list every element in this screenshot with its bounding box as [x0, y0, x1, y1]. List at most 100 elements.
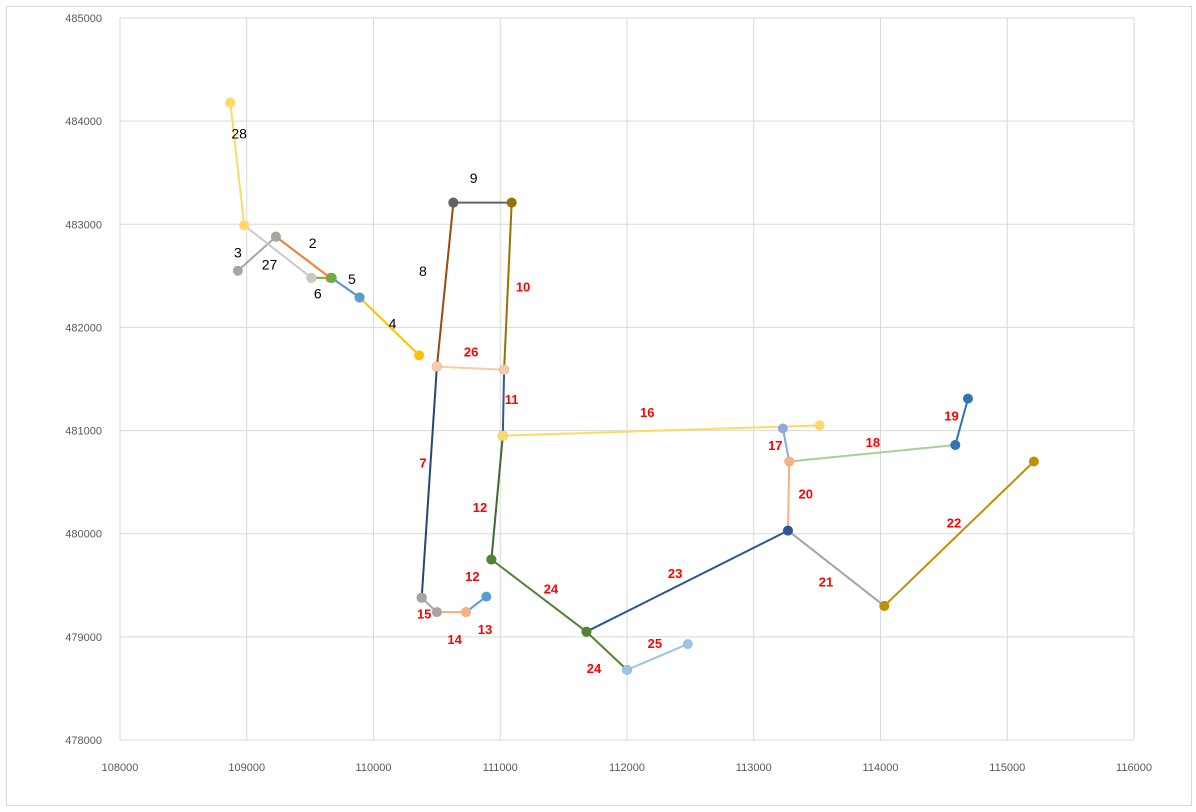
axis-tick-labels: 108000 109000 110000 111000 112000 113000 1140… [65, 13, 1152, 774]
segment-label: 5 [348, 271, 356, 287]
gridlines [119, 17, 1135, 741]
segment-label: 23 [668, 566, 682, 581]
x-tick-label: 116000 [1116, 762, 1152, 774]
series-line [229, 102, 246, 226]
chart-frame [6, 6, 1192, 806]
segment-label: 6 [314, 286, 322, 302]
series-line [883, 460, 1035, 607]
series-line [585, 529, 789, 633]
segment-label: 13 [478, 622, 492, 637]
segment-label: 2 [309, 235, 317, 251]
segment-label: 20 [798, 487, 812, 502]
data-point [682, 639, 693, 650]
data-point [497, 430, 508, 441]
y-tick-label: 479000 [65, 632, 102, 644]
data-point [461, 607, 472, 618]
data-point [270, 231, 281, 242]
segment-label: 10 [516, 279, 530, 294]
data-point [499, 364, 510, 375]
segment-label: 12 [473, 500, 487, 515]
data-point [777, 423, 788, 434]
series-line [420, 366, 438, 598]
series-line [237, 235, 277, 272]
segment-label: 18 [866, 435, 880, 450]
data-point [879, 600, 890, 611]
segment-label: 7 [419, 456, 426, 471]
series-line [436, 365, 505, 371]
series-line [787, 529, 885, 607]
series-line [435, 202, 455, 367]
series-line [490, 435, 504, 560]
segment-label: 17 [768, 438, 782, 453]
data-point [506, 197, 517, 208]
y-tick-label: 480000 [65, 529, 102, 541]
segment-label: 24 [587, 661, 602, 676]
x-tick-label: 108000 [102, 762, 139, 774]
data-point [431, 607, 442, 618]
series-line [626, 643, 689, 671]
y-tick-label: 482000 [65, 322, 102, 334]
data-point [814, 420, 825, 431]
y-tick-label: 484000 [65, 116, 102, 128]
data-point [225, 97, 236, 108]
x-tick-label: 109000 [228, 762, 265, 774]
segment-label: 24 [544, 582, 559, 597]
data-point [784, 456, 795, 467]
data-point [416, 592, 427, 603]
segment-label: 9 [470, 170, 478, 186]
segment-label: 27 [262, 257, 278, 273]
segment-label: 12 [465, 569, 479, 584]
segment-label: 19 [944, 408, 958, 423]
series-line [502, 424, 820, 437]
series-line [787, 461, 791, 531]
data-point [481, 591, 492, 602]
data-point [326, 272, 337, 283]
data-point [486, 554, 497, 565]
segment-label: 14 [447, 632, 462, 647]
series-line [275, 235, 332, 279]
x-tick-label: 112000 [609, 762, 645, 774]
data-point [354, 292, 365, 303]
segment-label: 22 [947, 516, 961, 531]
data-point [581, 626, 592, 637]
y-tick-label: 485000 [65, 13, 102, 25]
x-tick-label: 111000 [483, 762, 518, 774]
segment-label: 11 [505, 392, 519, 407]
segment-label: 16 [640, 405, 654, 420]
x-tick-label: 114000 [863, 762, 899, 774]
data-point [448, 197, 459, 208]
series-line [503, 202, 513, 370]
x-tick-label: 110000 [356, 762, 392, 774]
x-tick-label: 113000 [736, 762, 772, 774]
segment-label: 3 [234, 244, 242, 260]
series-line [358, 296, 420, 357]
segment-label: 4 [389, 315, 397, 331]
series-line [501, 369, 506, 436]
y-tick-label: 483000 [65, 219, 102, 231]
data-point [782, 525, 793, 536]
series-line [490, 558, 628, 671]
data-series [225, 97, 1039, 675]
series-line [954, 398, 969, 446]
data-point [1028, 456, 1039, 467]
segment-label: 26 [464, 344, 478, 359]
segment-label: 8 [419, 263, 427, 279]
series-line [789, 444, 956, 463]
data-point [239, 220, 250, 231]
y-tick-label: 478000 [65, 735, 102, 747]
data-point [622, 664, 632, 675]
y-tick-label: 481000 [65, 426, 102, 438]
segment-label: 15 [417, 606, 431, 621]
x-tick-label: 115000 [989, 762, 1025, 774]
segment-label: 25 [648, 636, 662, 651]
data-point [306, 272, 317, 283]
data-point [962, 393, 973, 404]
data-point [431, 361, 442, 372]
series-line [243, 224, 313, 279]
data-point [232, 265, 243, 276]
data-point [950, 440, 961, 451]
segment-label: 21 [819, 574, 833, 589]
series-line [331, 277, 361, 299]
